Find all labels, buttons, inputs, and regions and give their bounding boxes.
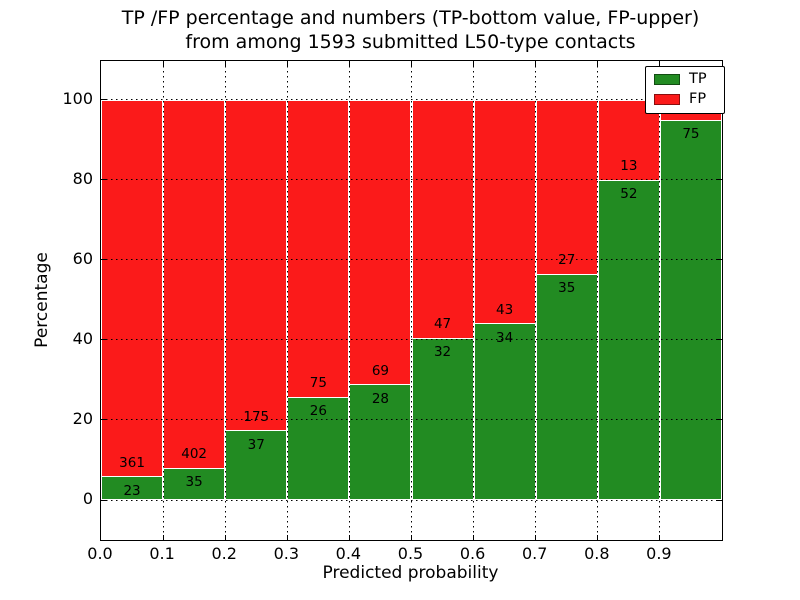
- y-tick-mark: [101, 259, 106, 261]
- legend: TP FP: [645, 66, 725, 114]
- x-tick-label: 0.0: [87, 544, 113, 563]
- y-tick-label: 0: [82, 489, 93, 508]
- bar-tp-segment: [411, 337, 474, 500]
- x-tick-mark: [597, 61, 599, 66]
- x-tick-mark: [286, 61, 288, 66]
- x-tick-label: 0.2: [211, 544, 237, 563]
- y-tick-mark: [101, 339, 106, 341]
- tp-count-label: 32: [433, 344, 452, 361]
- y-tick-mark: [717, 179, 722, 181]
- y-tick-mark: [101, 99, 106, 100]
- vertical-gridline: [286, 61, 288, 540]
- tp-count-label: 75: [682, 126, 700, 143]
- vertical-gridline: [411, 61, 412, 540]
- fp-count-label: 361: [119, 454, 145, 471]
- x-tick-mark: [659, 61, 661, 66]
- y-tick-mark: [717, 419, 722, 421]
- x-tick-mark: [348, 61, 350, 66]
- chart-title: TP /FP percentage and numbers (TP-bottom…: [100, 6, 721, 54]
- y-tick-mark: [717, 259, 722, 261]
- vertical-gridline: [224, 61, 226, 540]
- y-tick-label: 60: [72, 248, 93, 268]
- x-tick-mark: [162, 61, 164, 66]
- x-tick-mark: [224, 61, 226, 66]
- bar-tp-segment: [225, 430, 288, 500]
- bar-tp-segment: [287, 396, 350, 500]
- x-tick-mark: [597, 535, 599, 540]
- tp-count-label: 35: [185, 474, 203, 491]
- legend-item-fp: FP: [654, 92, 724, 107]
- fp-count-label: 47: [433, 316, 452, 333]
- tp-count-label: 34: [496, 329, 514, 346]
- x-tick-label: 0.7: [521, 544, 548, 563]
- vertical-gridline: [659, 61, 661, 540]
- x-tick-label: 0.4: [335, 544, 362, 563]
- bar-fp-segment: [163, 99, 226, 500]
- fp-count-label: 175: [243, 408, 270, 425]
- fp-count-label: 13: [620, 158, 638, 175]
- x-tick-mark: [162, 535, 164, 540]
- y-tick-mark: [717, 339, 722, 341]
- fp-count-label: 27: [558, 252, 576, 269]
- tp-count-label: 37: [247, 436, 265, 453]
- x-axis-label: Predicted probability: [322, 563, 499, 583]
- bar-fp-segment: [101, 99, 164, 500]
- x-tick-mark: [535, 535, 537, 540]
- x-tick-label: 0.6: [459, 544, 486, 563]
- x-tick-mark: [473, 535, 475, 540]
- legend-label-tp: TP: [689, 71, 707, 87]
- y-tick-mark: [101, 419, 106, 421]
- fp-count-label: 69: [371, 362, 390, 379]
- tp-count-label: 35: [558, 280, 576, 297]
- y-tick-mark: [101, 179, 106, 181]
- fp-count-label: 75: [309, 375, 327, 392]
- tp-count-label: 23: [123, 482, 141, 499]
- bar-tp-segment: [473, 323, 536, 500]
- x-tick-mark: [535, 61, 537, 66]
- x-tick-mark: [473, 61, 475, 66]
- y-tick-label: 40: [72, 328, 93, 348]
- tp-count-label: 26: [309, 403, 327, 420]
- plot-area: 361 23 402 35 175 37 75 26 69 28 47 32 43 34 27 35 13 52 7…: [100, 60, 723, 541]
- x-tick-mark: [659, 535, 661, 540]
- x-tick-mark: [411, 61, 412, 66]
- vertical-gridline: [535, 61, 537, 540]
- bar-tp-segment: [163, 467, 226, 500]
- y-tick-label: 100: [62, 88, 93, 108]
- x-tick-mark: [411, 535, 412, 540]
- bar-tp-segment: [659, 119, 722, 500]
- chart-title-line1: TP /FP percentage and numbers (TP-bottom…: [121, 7, 700, 29]
- tp-legend-swatch-icon: [654, 74, 680, 85]
- y-tick-label: 20: [72, 408, 93, 428]
- fp-count-label: 43: [496, 301, 514, 318]
- fp-count-label: 402: [181, 446, 208, 463]
- bar-tp-segment: [101, 476, 164, 500]
- chart-title-line2: from among 1593 submitted L50-type conta…: [185, 31, 636, 53]
- y-tick-label: 80: [72, 168, 93, 188]
- y-tick-mark: [101, 499, 106, 501]
- vertical-gridline: [597, 61, 599, 540]
- legend-label-fp: FP: [689, 91, 707, 107]
- vertical-gridline: [473, 61, 475, 540]
- vertical-gridline: [348, 61, 350, 540]
- tp-count-label: 28: [371, 390, 390, 407]
- x-tick-label: 0.9: [646, 544, 672, 563]
- tp-count-label: 52: [620, 186, 638, 203]
- x-tick-mark: [224, 535, 226, 540]
- fp-legend-swatch-icon: [654, 94, 680, 105]
- legend-item-tp: TP: [654, 72, 724, 87]
- x-tick-label: 0.1: [149, 544, 175, 563]
- bar-tp-segment: [349, 384, 412, 500]
- bar-tp-segment: [535, 273, 598, 500]
- x-tick-label: 0.8: [584, 544, 610, 563]
- x-tick-label: 0.3: [273, 544, 300, 563]
- vertical-gridline: [162, 61, 164, 540]
- x-tick-mark: [348, 535, 350, 540]
- x-tick-label: 0.5: [397, 544, 424, 563]
- x-tick-mark: [286, 535, 288, 540]
- y-tick-mark: [717, 499, 722, 501]
